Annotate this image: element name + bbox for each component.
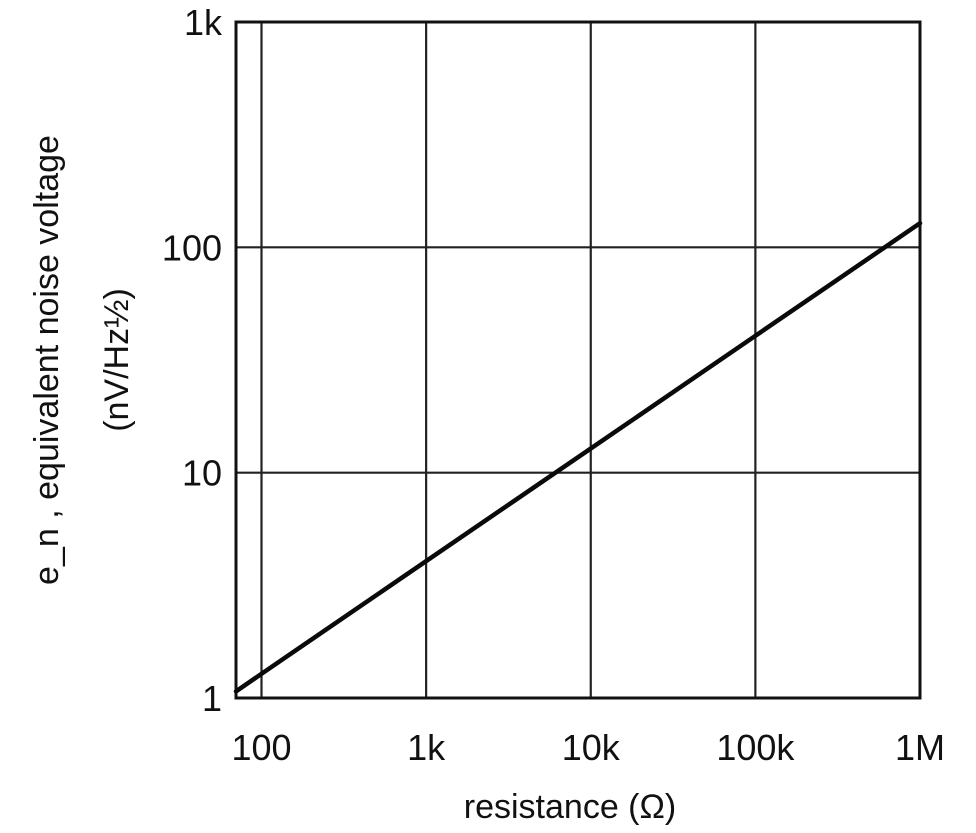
y-axis-title: e_n , equivalent noise voltage xyxy=(28,135,66,585)
y-tick-label: 100 xyxy=(162,227,222,268)
x-tick-label: 1M xyxy=(895,727,945,768)
x-axis-title: resistance (Ω) xyxy=(464,788,676,826)
y-tick-labels: 1 10 100 1k xyxy=(162,2,223,719)
x-tick-label: 10k xyxy=(562,727,621,768)
series-layer xyxy=(233,220,923,694)
x-tick-label: 100 xyxy=(231,727,291,768)
x-tick-label: 100k xyxy=(716,727,795,768)
grid-lines xyxy=(236,20,922,700)
x-tick-labels: 100 1k 10k 100k 1M xyxy=(231,727,945,768)
y-tick-label: 1 xyxy=(202,678,222,719)
y-axis-title-group: e_n , equivalent noise voltage xyxy=(28,135,66,585)
x-tick-label: 1k xyxy=(407,727,446,768)
plot-frame xyxy=(234,20,922,700)
y-tick-label: 1k xyxy=(184,2,223,43)
y-axis-units: (nV/Hz½) xyxy=(98,288,136,432)
y-axis-units-group: (nV/Hz½) xyxy=(98,288,136,432)
noise-voltage-line xyxy=(233,220,923,694)
y-tick-label: 10 xyxy=(182,453,222,494)
